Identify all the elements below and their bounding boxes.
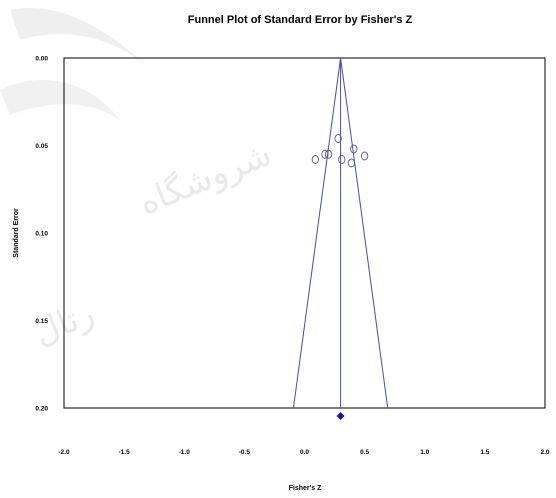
- x-tick-label: 0.0: [300, 449, 309, 456]
- study-point: [324, 149, 333, 159]
- funnel-right-limit-line: [340, 57, 389, 409]
- x-tick-label: -1.5: [119, 449, 131, 456]
- x-tick-label: 0.5: [360, 449, 369, 456]
- summary-diamond: [336, 412, 345, 420]
- study-point: [360, 151, 369, 161]
- study-point: [311, 155, 319, 164]
- x-tick-label: 2.0: [540, 449, 549, 456]
- y-tick-label: 0.00: [35, 56, 48, 63]
- study-point: [321, 149, 329, 159]
- funnel-left-limit-line: [292, 57, 342, 409]
- x-tick-label: 1.0: [420, 449, 429, 456]
- chart-title: Funnel Plot of Standard Error by Fisher'…: [188, 14, 413, 26]
- study-point: [338, 155, 346, 164]
- study-point: [347, 158, 356, 168]
- y-tick-label: 0.05: [35, 143, 48, 150]
- study-points: [311, 134, 369, 420]
- x-tick-label: 1.5: [480, 449, 489, 456]
- study-point: [334, 134, 342, 143]
- svg-text:شروشگاه: شروشگاه: [133, 134, 277, 223]
- y-tick-label: 0.10: [35, 231, 48, 238]
- y-tick-labels: 0.00 0.05 0.10 0.15 0.20: [35, 56, 48, 413]
- x-tick-labels: -2.0 -1.5 -1.0 -0.5 0.0 0.5 1.0 1.5 2.0: [58, 449, 549, 456]
- y-axis-title: Standard Error: [13, 208, 20, 258]
- x-tick-label: -1.0: [179, 449, 191, 456]
- funnel-lines: [292, 57, 389, 409]
- study-point: [350, 144, 358, 154]
- x-tick-label: -2.0: [58, 449, 70, 456]
- x-tick-label: -0.5: [239, 449, 251, 456]
- y-tick-label: 0.15: [35, 318, 48, 325]
- y-tick-label: 0.20: [35, 406, 48, 413]
- x-axis-title: Fisher's Z: [289, 485, 323, 492]
- plot-frame: [63, 57, 546, 409]
